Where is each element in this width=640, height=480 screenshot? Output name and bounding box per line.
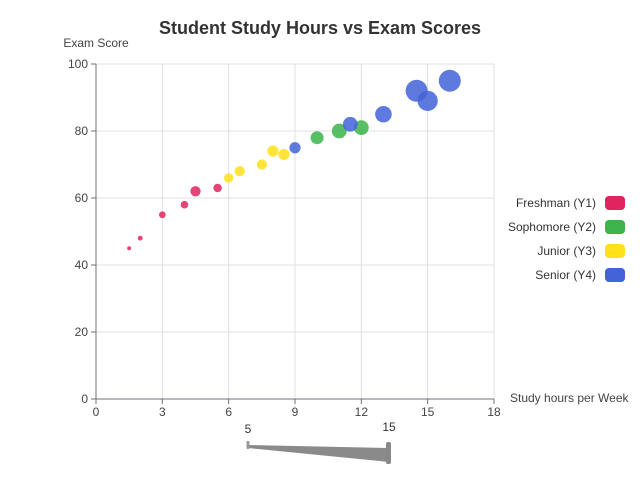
data-point[interactable]	[234, 166, 245, 177]
legend-swatch[interactable]	[605, 268, 625, 282]
data-points	[127, 69, 461, 251]
y-tick-label: 80	[75, 124, 89, 138]
size-scale-min-label: 5	[245, 422, 252, 436]
data-point[interactable]	[310, 131, 324, 145]
size-scale-bar	[248, 445, 389, 462]
data-point[interactable]	[375, 105, 392, 123]
x-tick-label: 15	[421, 405, 435, 419]
data-point[interactable]	[342, 116, 358, 132]
x-tick-label: 6	[225, 405, 232, 419]
x-tick-label: 18	[487, 405, 501, 419]
data-point[interactable]	[180, 200, 189, 209]
size-visual-map[interactable]: 15 5	[245, 420, 396, 464]
data-point[interactable]	[278, 148, 290, 161]
legend[interactable]: Freshman (Y1) Sophomore (Y2) Junior (Y3) Se…	[508, 196, 625, 282]
y-tick-label: 60	[75, 191, 89, 205]
data-point[interactable]	[417, 90, 438, 111]
legend-swatch[interactable]	[605, 196, 625, 210]
legend-label[interactable]: Sophomore (Y2)	[508, 220, 596, 234]
data-point[interactable]	[158, 211, 166, 219]
legend-label[interactable]: Freshman (Y1)	[516, 196, 596, 210]
size-scale-min-handle[interactable]	[246, 441, 250, 449]
x-tick-label: 0	[93, 405, 100, 419]
data-point[interactable]	[127, 246, 132, 251]
x-tick-label: 9	[292, 405, 299, 419]
axes: 0 20 40 60 80 100 0 3 6 9 12 15 18	[68, 57, 501, 419]
y-tick-label: 40	[75, 258, 89, 272]
data-point[interactable]	[438, 69, 461, 92]
data-point[interactable]	[331, 123, 347, 139]
chart-title: Student Study Hours vs Exam Scores	[159, 18, 481, 38]
data-point[interactable]	[289, 142, 301, 154]
y-axis-label: Exam Score	[63, 36, 129, 50]
size-scale-max-label: 15	[382, 420, 396, 434]
size-scale-max-handle[interactable]	[386, 442, 391, 464]
y-tick-label: 0	[81, 392, 88, 406]
data-point[interactable]	[137, 235, 143, 241]
data-point[interactable]	[256, 159, 267, 170]
x-axis-label: Study hours per Week	[510, 391, 630, 405]
data-point[interactable]	[213, 183, 222, 193]
y-tick-label: 20	[75, 325, 89, 339]
legend-swatch[interactable]	[605, 244, 625, 258]
x-tick-label: 12	[355, 405, 369, 419]
data-point[interactable]	[223, 173, 234, 183]
x-tick-label: 3	[159, 405, 166, 419]
data-point[interactable]	[190, 186, 201, 197]
data-point[interactable]	[267, 145, 279, 157]
grid	[96, 63, 495, 399]
legend-swatch[interactable]	[605, 220, 625, 234]
legend-label[interactable]: Senior (Y4)	[535, 268, 596, 282]
y-tick-label: 100	[68, 57, 88, 71]
legend-label[interactable]: Junior (Y3)	[537, 244, 596, 258]
